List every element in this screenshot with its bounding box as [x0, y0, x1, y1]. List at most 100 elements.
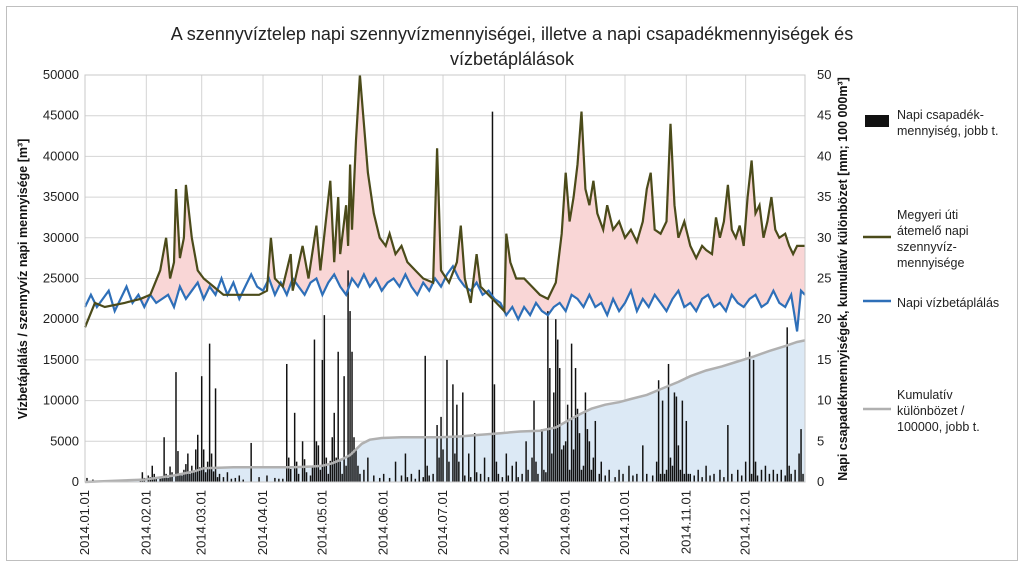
rain-bar: [594, 420, 597, 482]
rain-bar: [679, 469, 682, 482]
rain-bar: [357, 465, 359, 482]
rain-bar: [535, 461, 537, 482]
rain-bar: [315, 441, 318, 482]
rain-bar: [636, 473, 638, 482]
legend-label-sewage: mennyisége: [897, 256, 964, 270]
y-left-tick-label: 25000: [43, 271, 79, 286]
rain-bar: [353, 437, 355, 482]
rain-bar: [404, 453, 407, 482]
rain-bar: [628, 465, 630, 482]
rain-bar: [355, 449, 357, 482]
rain-bar: [515, 461, 517, 482]
rain-bar: [378, 477, 381, 482]
rain-bar: [659, 473, 662, 482]
rain-bar: [687, 473, 690, 482]
rain-bar: [406, 477, 409, 482]
y-left-tick-label: 20000: [43, 311, 79, 326]
rain-bar: [784, 475, 786, 482]
rain-bar: [410, 473, 413, 482]
rain-bar: [521, 473, 523, 482]
y-left-tick-label: 0: [72, 474, 79, 489]
rain-bar: [309, 475, 312, 482]
y-right-tick-label: 35: [817, 189, 831, 204]
y-left-tick-label: 40000: [43, 148, 79, 163]
y-right-tick-label: 15: [817, 352, 831, 367]
x-axis-ticks: 2014.01.01 2014.02.01 2014.03.01 2014.04.01…: [77, 490, 753, 555]
rain-bar: [469, 477, 472, 482]
rain-bar: [501, 477, 504, 482]
rain-bar: [297, 473, 300, 482]
rain-bar: [473, 433, 476, 482]
rain-bar: [786, 327, 788, 482]
rain-bar: [313, 339, 316, 482]
rain-bar: [545, 472, 547, 482]
rain-bar: [202, 449, 205, 482]
rain-bar: [337, 351, 339, 482]
rain-bar: [278, 478, 280, 482]
rain-bar: [321, 359, 324, 482]
rain-bar: [713, 473, 715, 482]
rain-bar: [448, 461, 450, 482]
y-axis-left-label: Vízbetáplálás / szennyvíz napi mennyiség…: [16, 139, 30, 420]
rain-bar: [632, 475, 634, 482]
rain-bar: [657, 380, 660, 482]
rain-bar: [479, 473, 482, 482]
rain-bar: [181, 475, 183, 482]
rain-bar: [592, 457, 595, 482]
legend-label-sewage: Megyeri úti: [897, 208, 958, 222]
rain-bar: [576, 408, 579, 482]
rain-bar: [560, 449, 563, 482]
rain-bar: [159, 478, 161, 482]
rain-bar: [543, 469, 545, 482]
rain-bar: [351, 351, 353, 482]
rain-bar: [323, 315, 326, 482]
rain-bar: [776, 473, 779, 482]
rain-bar: [737, 469, 739, 482]
y-right-tick-label: 50: [817, 67, 831, 82]
rain-bar: [418, 469, 421, 482]
cumulative-line: [84, 339, 806, 484]
rain-bar: [622, 473, 624, 482]
rain-bar: [701, 477, 703, 482]
rain-bar: [193, 470, 195, 482]
rain-bar: [347, 270, 349, 482]
rain-bar: [222, 477, 225, 482]
legend-label-cumulative: Kumulatív: [897, 388, 953, 402]
rain-bar: [608, 469, 610, 482]
rain-bar: [341, 473, 343, 482]
rain-bar: [329, 460, 332, 482]
rain-bar: [216, 477, 219, 482]
rain-bar: [580, 469, 583, 482]
x-tick-label: 2014.04.01: [255, 490, 270, 555]
rain-bar: [719, 469, 721, 482]
rain-bar: [669, 457, 672, 482]
rain-bar: [665, 469, 668, 482]
y-left-tick-label: 10000: [43, 393, 79, 408]
x-tick-label: 2014.03.01: [194, 490, 209, 555]
rain-bar: [497, 473, 500, 482]
rain-bar: [187, 453, 189, 482]
rain-bar: [208, 343, 211, 482]
rain-bar: [400, 475, 403, 482]
rain-bar: [618, 469, 620, 482]
cumulative-area-fill: [85, 340, 805, 482]
rain-bar: [760, 469, 763, 482]
rain-bar: [436, 425, 438, 482]
rain-bar: [655, 461, 658, 482]
rain-bar: [189, 473, 191, 482]
rain-bar: [790, 473, 792, 482]
x-tick-label: 2014.08.01: [496, 490, 511, 555]
x-tick-label: 2014.07.01: [435, 490, 450, 555]
rain-bar: [258, 477, 260, 482]
y-left-tick-label: 15000: [43, 352, 79, 367]
rain-bar: [570, 343, 573, 482]
rain-bar: [212, 471, 215, 482]
rain-bar: [165, 473, 167, 482]
rain-bar: [693, 475, 695, 482]
rain-bar: [414, 478, 417, 482]
y-right-tick-label: 0: [817, 474, 824, 489]
rain-bar: [274, 477, 276, 482]
x-tick-label: 2014.10.01: [617, 490, 632, 555]
rain-bar: [525, 441, 527, 482]
rain-bar: [195, 449, 197, 482]
